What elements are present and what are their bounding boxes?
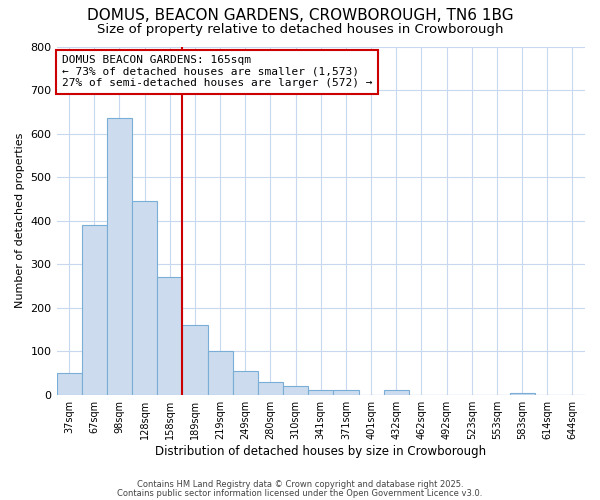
Bar	[233, 371, 258, 394]
Bar	[283, 386, 308, 394]
Text: DOMUS, BEACON GARDENS, CROWBOROUGH, TN6 1BG: DOMUS, BEACON GARDENS, CROWBOROUGH, TN6 …	[86, 8, 514, 22]
Bar	[82, 225, 107, 394]
Bar	[383, 390, 409, 394]
Bar	[157, 277, 182, 394]
Bar	[182, 325, 208, 394]
X-axis label: Distribution of detached houses by size in Crowborough: Distribution of detached houses by size …	[155, 444, 487, 458]
Y-axis label: Number of detached properties: Number of detached properties	[15, 133, 25, 308]
Bar	[308, 390, 334, 394]
Bar	[107, 118, 132, 394]
Bar	[132, 201, 157, 394]
Text: Size of property relative to detached houses in Crowborough: Size of property relative to detached ho…	[97, 22, 503, 36]
Bar	[258, 382, 283, 394]
Bar	[334, 390, 359, 394]
Text: Contains public sector information licensed under the Open Government Licence v3: Contains public sector information licen…	[118, 488, 482, 498]
Bar	[509, 392, 535, 394]
Bar	[56, 373, 82, 394]
Bar	[208, 351, 233, 395]
Text: DOMUS BEACON GARDENS: 165sqm
← 73% of detached houses are smaller (1,573)
27% of: DOMUS BEACON GARDENS: 165sqm ← 73% of de…	[62, 55, 373, 88]
Text: Contains HM Land Registry data © Crown copyright and database right 2025.: Contains HM Land Registry data © Crown c…	[137, 480, 463, 489]
